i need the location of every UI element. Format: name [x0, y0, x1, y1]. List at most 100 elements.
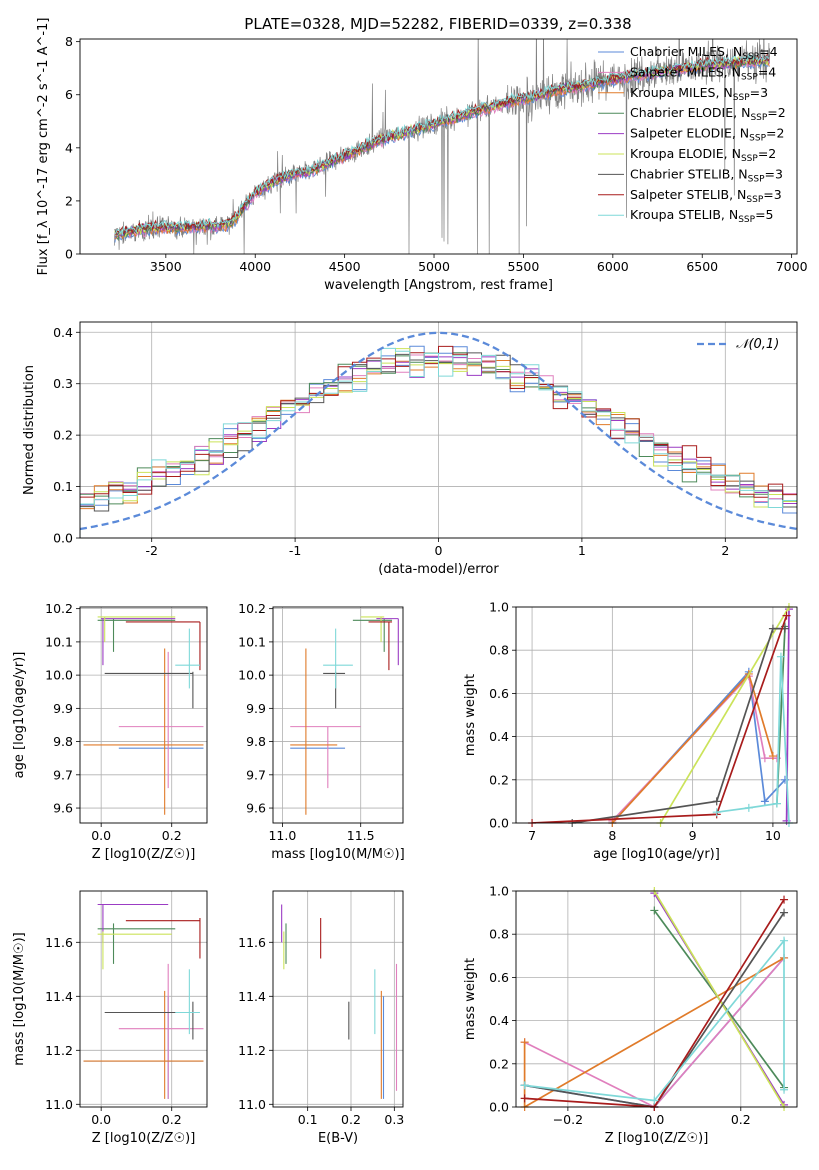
x-tick-label: 0.0	[644, 1112, 664, 1127]
axes-frame	[79, 890, 208, 1108]
x-tick-label: 9	[689, 828, 697, 843]
y-tick-label: 11.6	[238, 935, 266, 950]
legend-sub: SSP	[733, 93, 750, 103]
legend-entry: Salpeter MILES, NSSP=4	[630, 64, 776, 82]
y-tick-label: 2	[65, 193, 73, 208]
x-axis-label: wavelength [Angstrom, rest frame]	[324, 278, 553, 293]
x-tick-label: 0	[435, 543, 443, 558]
mass-weight-line	[653, 891, 785, 1107]
legend-n: =2	[766, 126, 784, 141]
data-point-marker	[782, 611, 791, 620]
legend-sub: SSP	[741, 72, 758, 82]
x-tick-label: 0.2	[731, 1112, 751, 1127]
mass-weight-line	[524, 938, 785, 1102]
legend-sub: SSP	[742, 52, 759, 62]
legend-sub: SSP	[750, 113, 767, 123]
legend-entry: Kroupa MILES, NSSP=3	[630, 85, 768, 103]
legend-n: =5	[755, 207, 773, 222]
mass-weight-line	[523, 957, 785, 1107]
x-tick-label: -2	[145, 543, 157, 558]
data-point-marker	[780, 1085, 789, 1094]
x-tick-label: 0.0	[91, 828, 111, 843]
y-tick-label: 10.1	[45, 634, 73, 649]
mass-weight-line	[524, 912, 785, 1107]
data-point-marker	[650, 906, 659, 915]
y-tick-label: 0.2	[489, 772, 509, 787]
x-tick-label: 6500	[686, 259, 718, 274]
figure-title: PLATE=0328, MJD=52282, FIBERID=0339, z=0…	[244, 15, 631, 33]
y-tick-label: 9.9	[246, 701, 266, 716]
axes-frame	[515, 890, 798, 1108]
data-point-marker	[760, 754, 769, 763]
x-tick-label: 10	[765, 828, 781, 843]
y-tick-label: 0.4	[53, 325, 73, 340]
y-tick-label: 0.8	[489, 927, 509, 942]
x-tick-label: 0.1	[298, 1112, 318, 1127]
y-tick-label: 9.6	[53, 801, 73, 816]
y-axis-label: Flux [f_λ 10^-17 erg cm^-2 s^-1 A^-1]	[36, 18, 51, 276]
x-tick-label: 0.2	[341, 1112, 361, 1127]
x-tick-label: 1	[578, 543, 586, 558]
data-point-marker	[768, 624, 777, 633]
axes-frame	[515, 606, 798, 824]
legend-n: =2	[758, 146, 776, 161]
x-tick-label: -1	[289, 543, 301, 558]
x-axis-label: Z [log10(Z/Z☉)]	[92, 847, 196, 862]
data-point-marker	[768, 752, 777, 761]
x-tick-label: 0.0	[91, 1112, 111, 1127]
legend-sub: SSP	[741, 154, 758, 164]
y-axis-label: Normed distribution	[22, 365, 37, 495]
legend-entry: Salpeter STELIB, NSSP=3	[630, 187, 782, 205]
y-tick-label: 11.4	[238, 989, 266, 1004]
y-axis-label: mass weight	[463, 674, 478, 756]
x-tick-label: 4500	[329, 259, 361, 274]
y-tick-label: 0.0	[53, 531, 73, 546]
x-tick-label: 0.2	[162, 1112, 182, 1127]
y-tick-label: 11.2	[238, 1043, 266, 1058]
y-tick-label: 0	[65, 247, 73, 262]
data-point-marker	[520, 1081, 529, 1090]
y-tick-label: 1.0	[489, 884, 509, 899]
legend-n: =2	[767, 105, 785, 120]
data-point-marker	[744, 803, 753, 812]
legend-entry: 𝒩(0,1)	[736, 337, 779, 352]
data-point-marker	[760, 797, 769, 806]
x-tick-label: 6000	[597, 259, 629, 274]
legend-n: =3	[750, 85, 768, 100]
age_vs_Z-panel: 0.0 0.2 9.6 9.7 9.8 9.9 10.0 10.1 10.2 Z [log10(Z…	[12, 601, 208, 862]
gaussian-curve	[80, 331, 797, 531]
x-tick-label: 3500	[150, 259, 182, 274]
x-tick-label: 0.2	[162, 828, 182, 843]
legend-n: =4	[759, 44, 777, 59]
x-tick-label: 2	[721, 543, 729, 558]
mass-weight-line	[611, 674, 777, 822]
x-axis-label: Z [log10(Z/Z☉)]	[605, 1131, 709, 1146]
y-tick-label: 0.4	[489, 1013, 509, 1028]
y-axis-label: mass [log10(M/M☉)]	[12, 932, 27, 1065]
mass-weight-line	[524, 957, 785, 1107]
y-tick-label: 9.7	[53, 767, 73, 782]
y-tick-label: 10.2	[45, 601, 73, 616]
legend-n: =3	[763, 187, 781, 202]
y-tick-label: 10.1	[238, 634, 266, 649]
legend-sub: SSP	[748, 174, 765, 184]
y-tick-label: 0.4	[489, 729, 509, 744]
y-tick-label: 0.6	[489, 970, 509, 985]
data-point-marker	[780, 936, 789, 945]
data-point-marker	[776, 652, 785, 661]
legend-entry: Chabrier STELIB, NSSP=3	[630, 166, 783, 184]
mass_weight_vs_Z-panel: −0.2 0.0 0.2 0.0 0.2 0.4 0.6 0.8 1.0 Z [log10(Z/Z…	[463, 884, 798, 1146]
x-tick-label: 5000	[418, 259, 450, 274]
axes-frame	[272, 606, 404, 824]
axes-frame	[79, 606, 208, 824]
y-tick-label: 0.2	[489, 1056, 509, 1071]
y-tick-label: 0.3	[53, 376, 73, 391]
y-tick-label: 0.6	[489, 686, 509, 701]
legend-entry: Chabrier MILES, NSSP=4	[630, 44, 778, 62]
data-point-marker	[520, 1094, 529, 1103]
y-tick-label: 4	[65, 140, 73, 155]
x-tick-label: 5500	[508, 259, 540, 274]
legend-entry: Kroupa ELODIE, NSSP=2	[630, 146, 776, 164]
y-tick-label: 11.0	[238, 1097, 266, 1112]
y-tick-label: 8	[65, 34, 73, 49]
